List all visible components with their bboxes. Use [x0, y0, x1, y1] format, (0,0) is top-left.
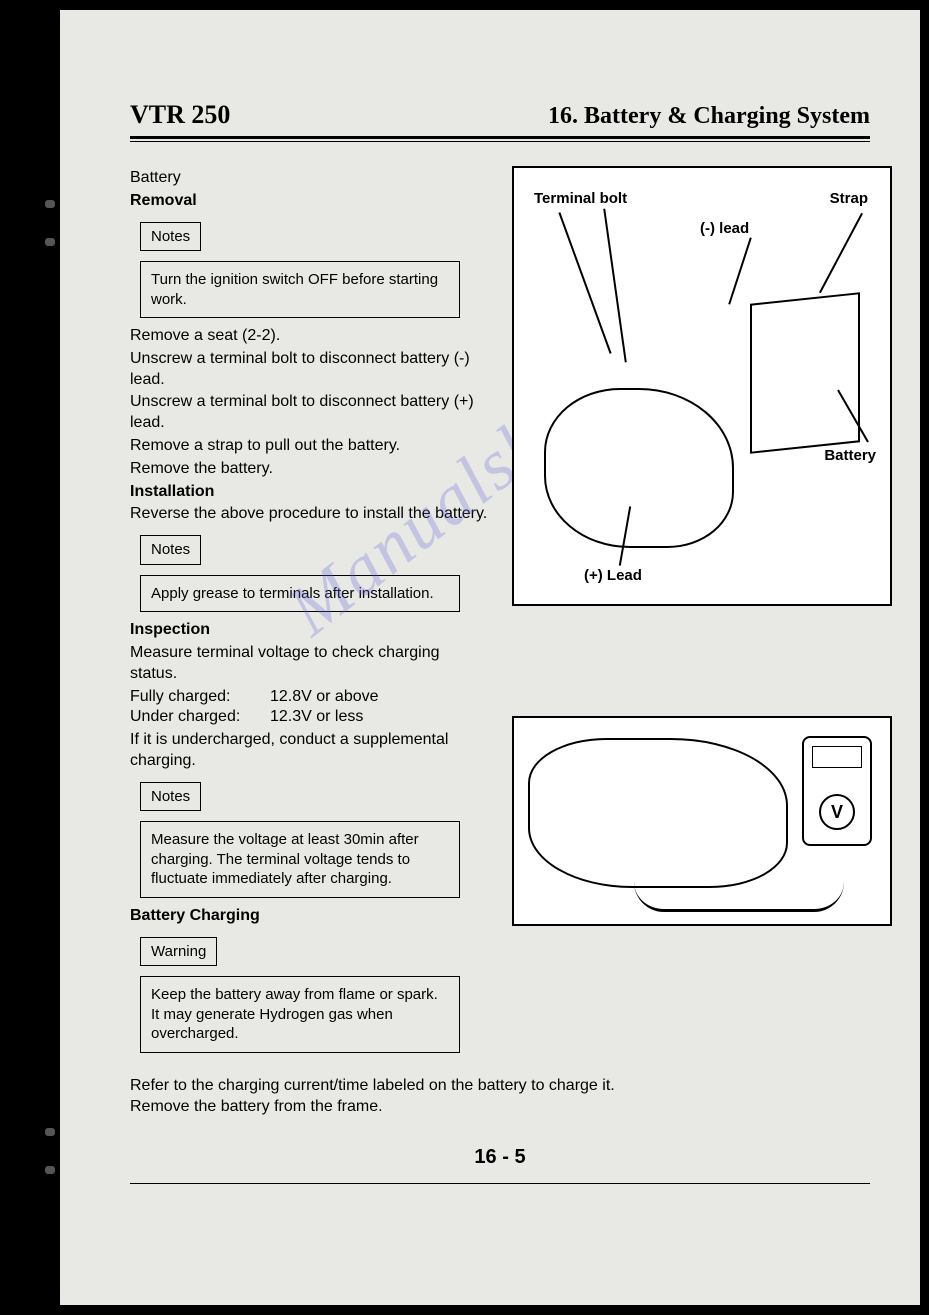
page-header: VTR 250 16. Battery & Charging System — [130, 100, 870, 130]
warning-label-box: Warning — [140, 937, 217, 967]
leader-line — [728, 237, 752, 304]
binding-hole — [45, 238, 55, 246]
leader-line — [819, 213, 863, 293]
text-column: Battery Removal Notes Turn the ignition … — [130, 166, 490, 1061]
figure-voltage-measurement: V — [512, 716, 892, 926]
removal-step: Remove the battery. — [130, 459, 490, 480]
page-scan: Manualshive.c VTR 250 16. Battery & Char… — [60, 10, 920, 1305]
removal-step: Remove a strap to pull out the battery. — [130, 436, 490, 457]
inspection-supplemental: If it is undercharged, conduct a supplem… — [130, 730, 490, 772]
binding-hole — [45, 1166, 55, 1174]
inspection-note-box: Measure the voltage at least 30min after… — [140, 821, 460, 898]
chapter-title: 16. Battery & Charging System — [548, 103, 870, 130]
spec-label: Under charged: — [130, 707, 270, 728]
footer-rule — [130, 1183, 870, 1184]
figure-battery-removal: Terminal bolt Strap (-) lead Battery (+)… — [512, 166, 892, 606]
installation-heading: Installation — [130, 482, 490, 503]
removal-step: Remove a seat (2-2). — [130, 326, 490, 347]
header-rule — [130, 136, 870, 142]
meter-dial: V — [819, 794, 855, 830]
model-name: VTR 250 — [130, 100, 230, 130]
test-lead-wire — [634, 882, 844, 912]
removal-heading: Removal — [130, 191, 490, 212]
fig-label-pos-lead: (+) Lead — [584, 567, 642, 584]
battery-sketch — [750, 292, 860, 454]
inspection-intro: Measure terminal voltage to check chargi… — [130, 643, 490, 685]
footer-text: Refer to the charging current/time label… — [130, 1075, 870, 1118]
fig-label-neg-lead: (-) lead — [700, 220, 749, 237]
removal-step: Unscrew a terminal bolt to disconnect ba… — [130, 349, 490, 391]
spec-label: Fully charged: — [130, 687, 270, 708]
spec-row: Under charged: 12.3V or less — [130, 707, 490, 728]
page-number: 16 - 5 — [130, 1146, 870, 1169]
fig-label-terminal-bolt: Terminal bolt — [534, 190, 627, 207]
installation-note-box: Apply grease to terminals after installa… — [140, 575, 460, 613]
leader-line — [558, 212, 611, 354]
voltmeter-sketch: V — [802, 736, 872, 846]
meter-screen — [812, 746, 862, 768]
chapter-number: 16. — [548, 103, 578, 129]
footer-line: Refer to the charging current/time label… — [130, 1075, 870, 1097]
inspection-heading: Inspection — [130, 620, 490, 641]
chapter-name: Battery & Charging System — [584, 103, 870, 129]
footer-line: Remove the battery from the frame. — [130, 1096, 870, 1118]
binding-hole — [45, 1128, 55, 1136]
warning-box: Keep the battery away from flame or spar… — [140, 976, 460, 1053]
figure-column: Terminal bolt Strap (-) lead Battery (+)… — [512, 166, 892, 1061]
section-battery: Battery — [130, 168, 490, 189]
notes-label-box: Notes — [140, 782, 201, 812]
notes-label-box: Notes — [140, 535, 201, 565]
fig-label-strap: Strap — [830, 190, 868, 207]
engine-sketch — [544, 388, 734, 548]
spec-value: 12.8V or above — [270, 687, 379, 708]
removal-note-box: Turn the ignition switch OFF before star… — [140, 261, 460, 318]
installation-text: Reverse the above procedure to install t… — [130, 504, 490, 525]
content-columns: Battery Removal Notes Turn the ignition … — [130, 166, 870, 1061]
engine-sketch — [528, 738, 788, 888]
charging-heading: Battery Charging — [130, 906, 490, 927]
spec-value: 12.3V or less — [270, 707, 363, 728]
binding-hole — [45, 200, 55, 208]
spec-row: Fully charged: 12.8V or above — [130, 687, 490, 708]
fig-label-battery: Battery — [824, 447, 876, 464]
removal-step: Unscrew a terminal bolt to disconnect ba… — [130, 392, 490, 434]
notes-label-box: Notes — [140, 222, 201, 252]
